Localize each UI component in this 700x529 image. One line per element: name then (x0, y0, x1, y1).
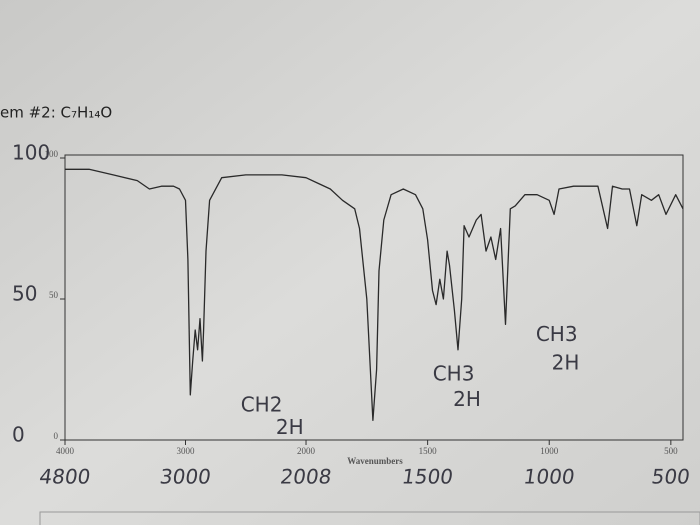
y-tick-label: 0 (54, 431, 59, 441)
page-edge (39, 511, 700, 529)
handwritten-y-label: 50 (12, 282, 37, 306)
chart-title: em #2: C₇H₁₄O (0, 104, 112, 122)
handwritten-x-label: 1000 (522, 465, 576, 489)
handwritten-y-label: 0 (12, 423, 25, 447)
x-tick-label: 500 (664, 446, 678, 456)
handwritten-note: CH3 (536, 322, 578, 346)
handwritten-x-label: 500 (650, 465, 691, 489)
handwritten-x-label: 3000 (158, 465, 212, 489)
handwritten-x-label: 2008 (279, 465, 333, 489)
handwritten-note: 2H (552, 350, 580, 374)
handwritten-note: 2H (276, 415, 304, 439)
x-tick-label: 2000 (297, 446, 316, 456)
plot-frame (64, 154, 684, 441)
handwritten-note: 2H (453, 387, 481, 411)
x-tick-label: 1000 (540, 446, 559, 456)
x-tick-label: 4000 (56, 446, 75, 456)
handwritten-y-label: 100 (12, 141, 50, 165)
handwritten-x-label: 4800 (38, 465, 92, 489)
y-tick-label: 50 (49, 290, 59, 300)
x-tick-label: 1500 (419, 446, 438, 456)
y-tick-label: 100 (45, 149, 59, 159)
handwritten-note: CH3 (433, 362, 475, 386)
handwritten-note: CH2 (241, 393, 283, 417)
x-axis-label: Wavenumbers (347, 456, 403, 466)
spectrum-line (65, 168, 684, 421)
x-tick-label: 3000 (177, 446, 196, 456)
handwritten-x-label: 1500 (400, 465, 454, 489)
